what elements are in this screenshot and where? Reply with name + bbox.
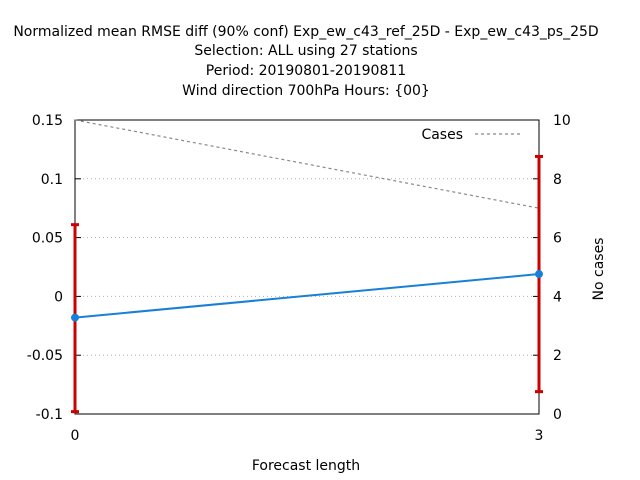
- y-tick-label-left: -0.1: [36, 407, 63, 423]
- y-tick-label-left: -0.05: [27, 348, 63, 364]
- y-tick-label-left: 0.05: [32, 231, 63, 247]
- title-line-4: Wind direction 700hPa Hours: {00}: [182, 83, 430, 99]
- y-tick-label-right: 2: [553, 348, 562, 364]
- y-tick-label-right: 10: [553, 113, 571, 129]
- cases-line: [74, 119, 540, 209]
- title-line-2: Selection: ALL using 27 stations: [194, 43, 417, 59]
- x-tick-label: 0: [71, 428, 80, 444]
- y-tick-label-right: 4: [553, 289, 562, 305]
- y-tick-label-right: 8: [553, 172, 562, 188]
- y-tick-label-right: 0: [553, 407, 562, 423]
- right-axis-label: No cases: [591, 238, 607, 301]
- plot-area: [71, 119, 543, 414]
- data-point: [535, 270, 543, 279]
- title-line-1: Normalized mean RMSE diff (90% conf) Exp…: [13, 24, 598, 40]
- grid: [75, 178, 539, 356]
- series-line: [74, 273, 540, 319]
- y-tick-label-right: 6: [553, 231, 562, 247]
- title-line-3: Period: 20190801-20190811: [206, 63, 406, 79]
- data-point: [71, 313, 79, 322]
- y-tick-label-left: 0.15: [32, 113, 63, 129]
- x-tick-label: 3: [535, 428, 544, 444]
- y-tick-label-left: 0: [54, 289, 63, 305]
- x-axis-label: Forecast length: [252, 458, 360, 474]
- chart-title: Normalized mean RMSE diff (90% conf) Exp…: [13, 24, 598, 99]
- legend: Cases: [421, 127, 521, 143]
- legend-label-cases: Cases: [421, 127, 463, 143]
- y-tick-label-left: 0.1: [41, 172, 63, 188]
